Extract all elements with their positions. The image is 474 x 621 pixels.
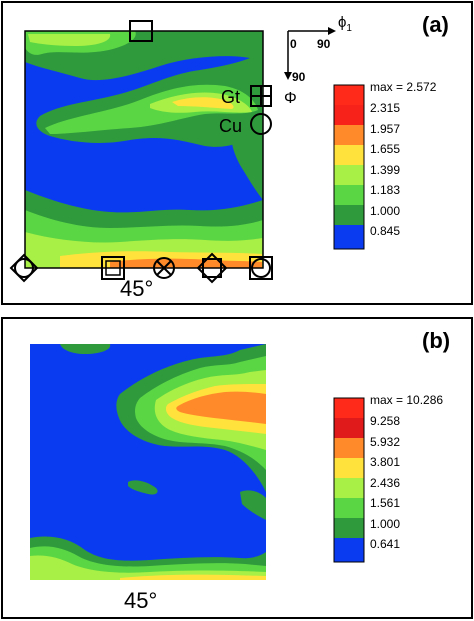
legend-b-level-0: 9.258	[370, 414, 400, 428]
legend-a-level-4: 1.183	[370, 183, 400, 197]
legend-b-swatch-6	[334, 518, 364, 538]
euler-axes-indicator: ϕ1 0 90 90 Φ	[284, 14, 352, 107]
legend-a-level-6: 0.845	[370, 224, 400, 238]
goss-marker-icon	[250, 85, 272, 107]
legend-b-level-5: 1.000	[370, 517, 400, 531]
phi1-axis-label: ϕ1	[338, 14, 352, 34]
legend-a-swatch-1	[334, 105, 364, 125]
odf-b-contour-bottom-yellowgreen	[30, 555, 266, 580]
legend-b-swatch-5	[334, 498, 364, 518]
axis-origin-label: 0	[290, 37, 297, 51]
panel-b-odf-section	[30, 344, 266, 580]
legend-b-swatch-2	[334, 438, 364, 458]
legend-b-level-3: 2.436	[370, 476, 400, 490]
Phi-max-label: 90	[292, 70, 306, 84]
legend-b-border	[333, 397, 365, 563]
legend-a-swatch-7	[334, 225, 364, 249]
legend-a-swatch-0	[334, 85, 364, 105]
legend-b-max-label: max = 10.286	[370, 393, 443, 407]
legend-a-swatch-2	[334, 125, 364, 145]
odf-b-contour-right-orange	[176, 391, 266, 424]
odf-b-contour-bottom-yellow	[120, 574, 266, 580]
legend-a-max-label: max = 2.572	[370, 80, 437, 94]
phi1-max-label: 90	[317, 37, 331, 51]
legend-a-level-1: 1.957	[370, 122, 400, 136]
diamond-square-marker-icon	[196, 252, 228, 284]
legend-b-swatch-3	[334, 458, 364, 478]
odf-b-contour-top-green	[60, 344, 111, 354]
legend-b: max = 10.286 9.258 5.932 3.801 2.436 1.5…	[333, 393, 443, 563]
circle-cross-marker-icon	[153, 257, 175, 279]
double-square-marker-icon	[101, 256, 125, 280]
square-circle-marker-icon	[249, 256, 273, 280]
odf-a-contour-ridge-yellow	[172, 97, 234, 109]
odf-b-island-green	[128, 480, 158, 495]
panel-a-odf-section	[24, 30, 264, 269]
legend-b-level-6: 0.641	[370, 537, 400, 551]
panel-a-tag: (a)	[422, 12, 449, 37]
legend-b-swatch-1	[334, 418, 364, 438]
legend-a-level-0: 2.315	[370, 101, 400, 115]
panel-b-tag: (b)	[422, 328, 450, 353]
Phi-axis-label: Φ	[284, 90, 297, 107]
panel-a-angle-label: 45°	[120, 276, 153, 301]
odf-b-island-green-right	[240, 490, 266, 520]
copper-label: Cu	[219, 116, 242, 136]
odf-a-contour-top-yellowgreen	[28, 34, 111, 46]
legend-b-level-4: 1.561	[370, 496, 400, 510]
odf-a-contour-right-green	[231, 112, 263, 200]
legend-a-swatch-3	[334, 145, 364, 165]
panel-b-angle-label: 45°	[124, 588, 157, 613]
legend-b-level-1: 5.932	[370, 435, 400, 449]
legend-a-swatch-6	[334, 205, 364, 225]
legend-b-swatch-7	[334, 538, 364, 562]
legend-a-swatch-4	[334, 165, 364, 185]
legend-a-border	[333, 84, 365, 250]
legend-a-level-2: 1.655	[370, 142, 400, 156]
diamond-circle-marker-icon	[9, 253, 39, 283]
legend-b-swatch-0	[334, 398, 364, 418]
legend-a: max = 2.572 2.315 1.957 1.655 1.399 1.18…	[333, 80, 437, 250]
legend-a-level-5: 1.000	[370, 204, 400, 218]
legend-b-level-2: 3.801	[370, 455, 400, 469]
copper-marker-icon	[250, 113, 272, 135]
legend-a-swatch-5	[334, 185, 364, 205]
bottom-markers	[9, 252, 273, 284]
legend-a-level-3: 1.399	[370, 163, 400, 177]
odf-a-border	[24, 30, 264, 269]
legend-b-swatch-4	[334, 478, 364, 498]
goss-label: Gt	[221, 87, 240, 107]
cube-marker-top-icon	[129, 20, 153, 42]
